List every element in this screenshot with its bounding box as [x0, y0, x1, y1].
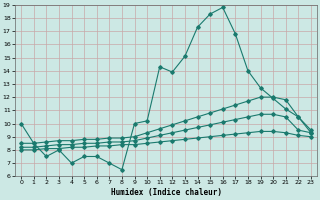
X-axis label: Humidex (Indice chaleur): Humidex (Indice chaleur)	[110, 188, 221, 197]
